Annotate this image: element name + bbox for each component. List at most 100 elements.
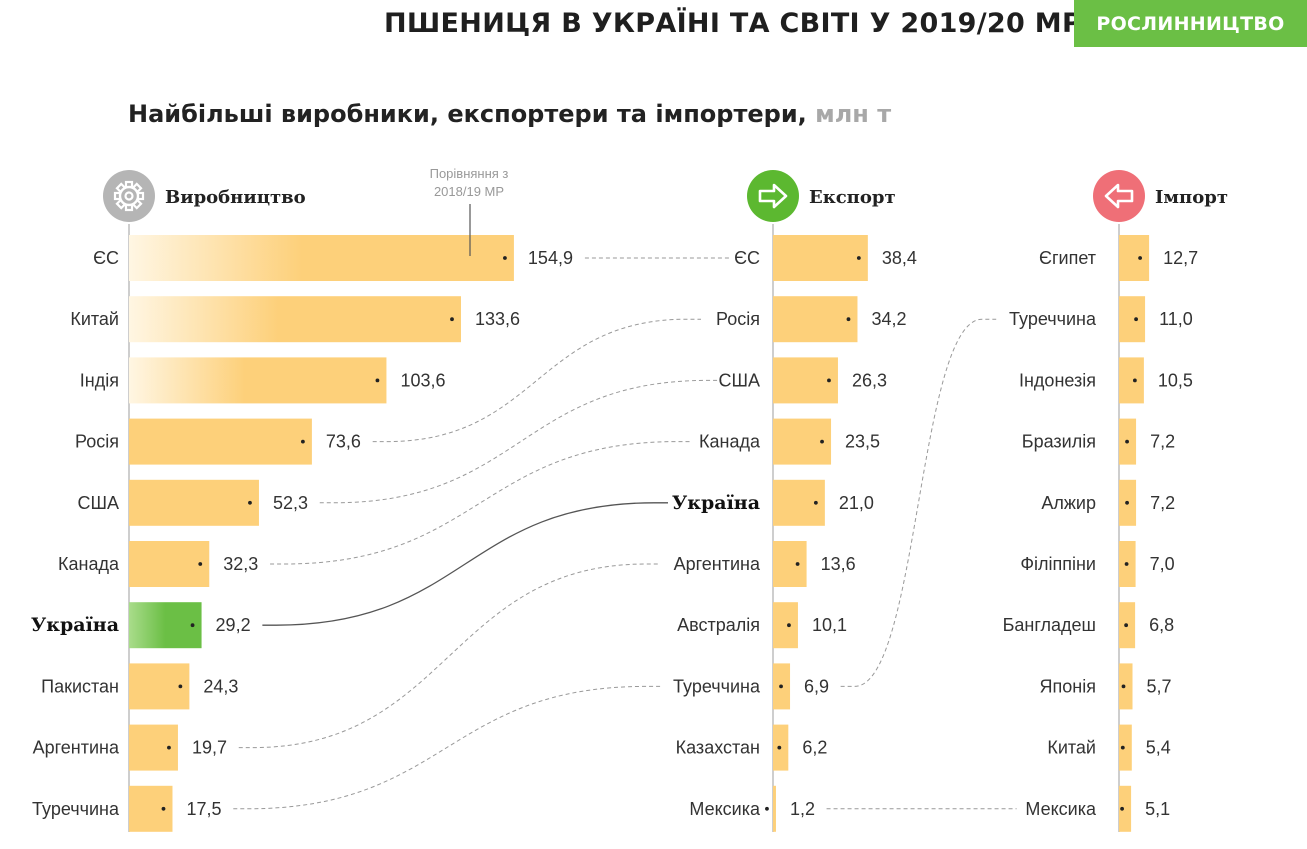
export-bar [773,541,807,587]
export-category-label: США [718,370,760,390]
export-value-label: 13,6 [821,554,856,574]
import-bar [1119,785,1132,832]
import-comparison-dot [1124,623,1129,628]
export-comparison-dot [787,623,791,628]
production-comparison-dot [167,745,171,750]
production-value-label: 29,2 [216,615,251,635]
arrow-left-icon [1093,170,1145,222]
comparison-note-line: 2018/19 МР [434,184,504,199]
import-bar [1119,663,1133,710]
export-comparison-dot [777,745,782,750]
production-category-label: Канада [58,554,120,574]
import-title: Імпорт [1155,187,1228,208]
export-category-label: ЄС [734,248,760,268]
import-category-label: Бангладеш [1003,615,1096,635]
connector-line [262,502,668,626]
chart-subtitle: Найбільші виробники, експортери та імпор… [128,100,891,128]
production-bar [129,296,461,343]
production-bar [129,541,210,587]
export-column: Експорт 38,4 ЄС 34,2 Росія 26,3 США 23,5 Канада 2… [672,170,917,832]
import-comparison-dot [1120,745,1125,750]
import-value-label: 5,4 [1146,738,1171,758]
export-bar [773,602,798,649]
production-value-label: 24,3 [203,676,238,696]
export-comparison-dot [779,684,783,689]
export-comparison-dot [856,256,861,260]
export-category-label: Туреччина [673,676,761,696]
production-category-label: Аргентина [33,738,120,758]
subtitle-unit: млн т [815,100,892,128]
import-value-label: 7,2 [1150,432,1175,452]
export-category-label: Росія [716,309,760,329]
import-comparison-dot [1125,439,1129,444]
import-category-label: Бразилія [1022,432,1096,452]
production-category-label: Туреччина [32,799,120,819]
production-bar [129,602,202,649]
production-bar [129,357,387,404]
import-comparison-dot [1124,562,1129,566]
import-comparison-dot [1132,378,1137,383]
production-value-label: 17,5 [186,799,221,819]
export-value-label: 6,2 [802,738,827,758]
import-category-label: Алжир [1041,493,1096,513]
import-value-label: 5,1 [1145,799,1170,819]
production-category-label: США [77,493,119,513]
export-title: Експорт [809,187,896,208]
export-comparison-dot [827,378,831,383]
export-comparison-dot [820,439,824,444]
import-bar [1119,724,1132,771]
production-category-label: Україна [31,614,119,636]
connector-line [270,441,691,565]
export-value-label: 1,2 [790,799,815,819]
production-value-label: 103,6 [400,370,445,390]
import-value-label: 10,5 [1158,370,1193,390]
export-bar [773,785,776,832]
connector-line [238,563,661,749]
import-category-label: Мексика [1025,799,1097,819]
import-category-label: Єгипет [1039,248,1096,268]
comparison-note: Порівняння з 2018/19 МР [430,166,509,256]
production-value-label: 32,3 [223,554,258,574]
connector-line [319,379,722,504]
export-value-label: 10,1 [812,615,847,635]
export-category-label: Казахстан [676,738,760,758]
import-bar [1119,235,1150,281]
export-category-label: Мексика [689,799,761,819]
category-badge[interactable]: РОСЛИННИЦТВО [1074,0,1307,47]
production-value-label: 73,6 [326,432,361,452]
import-category-label: Японія [1040,676,1096,696]
export-comparison-dot [846,317,851,322]
production-value-label: 52,3 [273,493,308,513]
export-comparison-dot [795,562,800,566]
production-column: Виробництво 154,9 ЄС 133,6 Китай 103,6 Індія 73… [31,170,573,832]
export-value-label: 38,4 [882,248,917,268]
production-bar [129,418,312,465]
production-category-label: Китай [70,309,119,329]
connector-lines [233,257,1017,810]
production-comparison-dot [300,439,305,444]
import-comparison-dot [1134,317,1138,322]
import-comparison-dot [1120,806,1124,811]
production-comparison-dot [248,500,252,505]
import-value-label: 7,2 [1150,493,1175,513]
page-title: ПШЕНИЦЯ В УКРАЇНІ ТА СВІТІ У 2019/20 МР [384,8,1083,39]
production-comparison-dot [161,806,166,811]
import-category-label: Індонезія [1019,370,1096,390]
export-category-label: Аргентина [674,554,761,574]
import-value-label: 12,7 [1163,248,1198,268]
export-category-label: Канада [699,432,761,452]
import-bar [1119,296,1146,343]
production-category-label: Пакистан [41,676,119,696]
arrow-right-icon [747,170,799,222]
production-comparison-dot [190,623,195,628]
export-value-label: 23,5 [845,432,880,452]
comparison-note-line: Порівняння з [430,166,509,181]
gear-icon [103,170,155,222]
connector-line [840,318,997,687]
production-comparison-dot [503,256,507,260]
export-bar [773,235,868,281]
import-bar [1119,357,1144,404]
import-value-label: 6,8 [1149,615,1174,635]
production-comparison-dot [450,317,454,322]
import-category-label: Філіппіни [1020,554,1096,574]
